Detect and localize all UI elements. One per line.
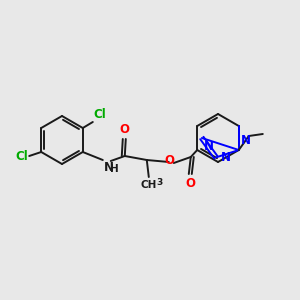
Text: O: O bbox=[165, 154, 175, 166]
Text: N: N bbox=[104, 161, 114, 174]
Text: 3: 3 bbox=[157, 178, 163, 187]
Text: N: N bbox=[221, 151, 231, 164]
Text: CH: CH bbox=[141, 180, 157, 190]
Text: N: N bbox=[204, 140, 214, 153]
Text: O: O bbox=[186, 177, 196, 190]
Text: H: H bbox=[110, 164, 118, 174]
Text: Cl: Cl bbox=[94, 108, 106, 121]
Text: N: N bbox=[241, 134, 251, 147]
Text: Cl: Cl bbox=[16, 149, 28, 163]
Text: O: O bbox=[120, 123, 130, 136]
